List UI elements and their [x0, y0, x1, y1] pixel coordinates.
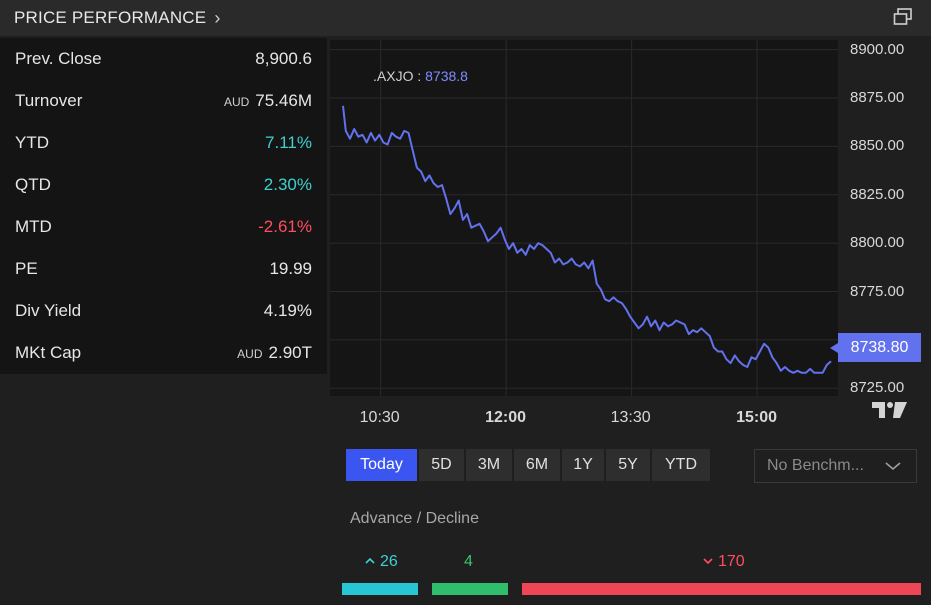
- ticker-symbol: .AXJO: [373, 68, 414, 84]
- decline-count: 170: [702, 553, 745, 571]
- stat-value: 8,900.6: [255, 49, 312, 68]
- stat-value: 2.90T: [268, 343, 312, 362]
- period-5y-button[interactable]: 5Y: [606, 449, 650, 481]
- y-tick-label: 8775.00: [850, 282, 905, 300]
- panel-title[interactable]: PRICE PERFORMANCE: [14, 8, 207, 27]
- stat-row-div-yield: Div Yield 4.19%: [0, 290, 327, 332]
- currency-label: AUD: [223, 95, 250, 109]
- price-chart[interactable]: [0, 0, 931, 440]
- ticker-readout: .AXJO : 8738.8: [373, 68, 468, 84]
- period-5d-button[interactable]: 5D: [419, 449, 464, 481]
- unchanged-bar: [432, 583, 508, 595]
- stats-panel: Prev. Close 8,900.6 Turnover AUD 75.46M Y…: [0, 38, 327, 374]
- stat-label: MTD: [15, 217, 52, 236]
- y-tick-label: 8825.00: [850, 185, 905, 203]
- price-line: [342, 105, 832, 374]
- period-3m-button[interactable]: 3M: [466, 449, 512, 481]
- y-tick-label: 8800.00: [850, 234, 905, 252]
- unchanged-count: 4: [464, 553, 473, 571]
- x-tick-label: 10:30: [359, 409, 400, 426]
- stat-label: YTD: [15, 133, 49, 152]
- advance-count: 26: [364, 553, 398, 571]
- stat-value-mkt-cap: AUD 2.90T: [237, 343, 312, 363]
- period-today-button[interactable]: Today: [346, 449, 417, 481]
- stat-value-ytd: 7.11%: [265, 133, 312, 152]
- x-tick-label: 12:00: [485, 409, 527, 426]
- y-tick-label: 8875.00: [850, 89, 905, 107]
- stat-row-mtd: MTD -2.61%: [0, 206, 327, 248]
- ticker-value: 8738.8: [425, 68, 468, 84]
- advance-value: 26: [380, 553, 398, 570]
- benchmark-dropdown[interactable]: No Benchm...: [754, 449, 917, 483]
- stat-row-qtd: QTD 2.30%: [0, 164, 327, 206]
- chart-series: [342, 105, 832, 374]
- chevron-down-icon: [885, 462, 901, 471]
- chevron-right-icon[interactable]: ›: [214, 7, 221, 28]
- advance-decline-title: Advance / Decline: [350, 510, 479, 527]
- stat-value: 75.46M: [255, 91, 312, 110]
- stat-label: MKt Cap: [15, 343, 82, 362]
- tradingview-logo-icon[interactable]: [872, 400, 908, 420]
- period-1y-button[interactable]: 1Y: [562, 449, 604, 481]
- y-tick-label: 8725.00: [850, 379, 905, 397]
- chart-grid: [330, 40, 838, 396]
- period-selector: Today 5D 3M 6M 1Y 5Y YTD: [346, 449, 712, 481]
- chart-plot-area: [330, 40, 838, 396]
- last-price-flag: 8738.80: [830, 333, 921, 362]
- stat-label: Turnover: [15, 91, 83, 110]
- stat-label: Div Yield: [15, 301, 82, 320]
- stat-label: Prev. Close: [15, 49, 102, 68]
- stat-value-prev-close: 8,900.6: [255, 49, 312, 69]
- x-tick-label: 13:30: [610, 409, 651, 426]
- decline-value: 170: [718, 553, 745, 570]
- y-tick-label: 8850.00: [850, 137, 905, 155]
- benchmark-placeholder: No Benchm...: [767, 457, 864, 474]
- period-ytd-button[interactable]: YTD: [652, 449, 710, 481]
- advance-bar: [342, 583, 418, 595]
- currency-label: AUD: [237, 347, 263, 361]
- stat-row-ytd: YTD 7.11%: [0, 122, 327, 164]
- stat-value-div-yield: 4.19%: [263, 301, 312, 320]
- stat-label: QTD: [15, 175, 51, 194]
- x-tick-label: 15:00: [736, 409, 778, 426]
- unchanged-value: 4: [464, 553, 473, 570]
- panel-header: PRICE PERFORMANCE ›: [0, 0, 931, 36]
- decline-bar: [522, 583, 921, 595]
- y-tick-label: 8900.00: [850, 40, 905, 58]
- chevron-down-icon: [703, 558, 713, 565]
- stat-value-turnover: AUD 75.46M: [224, 91, 312, 111]
- popout-icon[interactable]: [893, 8, 913, 26]
- stat-value-mtd: -2.61%: [258, 217, 312, 236]
- chevron-up-icon: [365, 557, 375, 564]
- stat-value-pe: 19.99: [269, 259, 312, 278]
- stat-row-prev-close: Prev. Close 8,900.6: [0, 38, 327, 80]
- stat-row-mkt-cap: MKt Cap AUD 2.90T: [0, 332, 327, 374]
- stat-value-qtd: 2.30%: [263, 175, 312, 194]
- stat-label: PE: [15, 259, 38, 278]
- period-6m-button[interactable]: 6M: [514, 449, 560, 481]
- stat-row-pe: PE 19.99: [0, 248, 327, 290]
- stat-row-turnover: Turnover AUD 75.46M: [0, 80, 327, 122]
